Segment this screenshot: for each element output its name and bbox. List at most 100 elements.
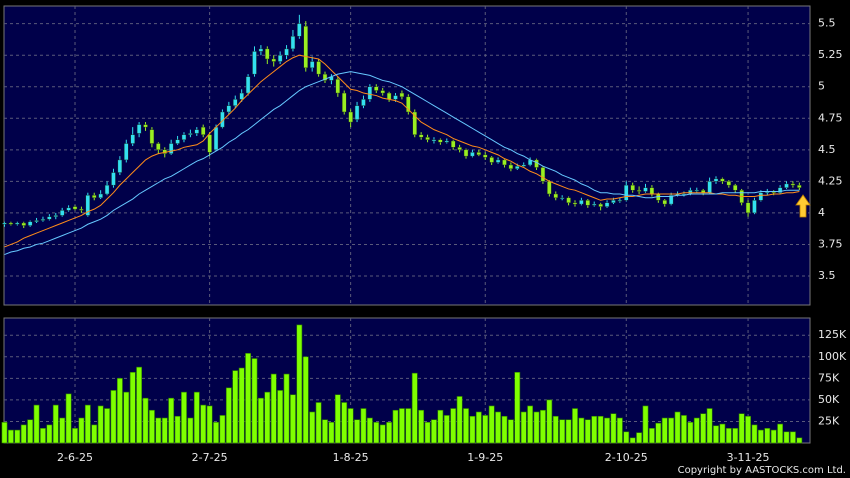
candle-body xyxy=(181,134,187,140)
candle-body xyxy=(348,111,353,123)
candle-body xyxy=(720,178,725,182)
volume-bar xyxy=(129,372,136,444)
candle-body xyxy=(79,208,84,211)
volume-bar xyxy=(431,419,437,444)
volume-bar xyxy=(379,424,386,444)
volume-bar xyxy=(719,423,726,444)
candle-body xyxy=(483,154,488,158)
volume-bar xyxy=(213,422,219,444)
candle-body xyxy=(66,207,71,211)
volume-bar xyxy=(341,402,348,444)
candle-body xyxy=(130,134,135,144)
volume-bar xyxy=(661,417,668,444)
volume-bar xyxy=(354,419,360,444)
volume-bar xyxy=(110,390,117,444)
candle-body xyxy=(431,139,437,142)
candle-body xyxy=(508,164,514,169)
candle-body xyxy=(444,140,449,143)
volume-bar xyxy=(751,424,758,444)
candle-body xyxy=(547,181,552,195)
volume-bar xyxy=(578,417,585,444)
candle-body xyxy=(149,129,155,144)
candle-body xyxy=(463,149,469,157)
candle-body xyxy=(59,210,65,216)
volume-bar xyxy=(91,424,98,444)
candle-body xyxy=(617,200,623,202)
volume-bar xyxy=(777,423,784,444)
candle-body xyxy=(354,105,360,120)
volume-bar xyxy=(399,408,405,444)
volume-bar xyxy=(418,409,425,444)
candle-body xyxy=(233,99,238,106)
candle-body xyxy=(8,222,14,225)
volume-bar xyxy=(437,409,444,444)
candle-body xyxy=(457,147,462,151)
volume-bar xyxy=(97,405,104,444)
volume-bar xyxy=(764,428,771,444)
volume-bar xyxy=(514,372,521,444)
candle-body xyxy=(156,143,161,151)
volume-bar xyxy=(597,415,604,444)
candle-body xyxy=(284,48,289,56)
volume-bar xyxy=(495,411,501,444)
candle-body xyxy=(726,181,732,186)
volume-bar xyxy=(123,391,130,444)
marks xyxy=(1,14,803,444)
y-tick-label: 4.75 xyxy=(818,111,843,124)
candle-body xyxy=(579,200,584,205)
copyright: Copyright by AASTOCKS.com Ltd. xyxy=(678,465,846,476)
volume-bar xyxy=(674,411,681,444)
volume-bar xyxy=(687,422,694,444)
x-tick-label: 2-10-25 xyxy=(605,451,648,464)
y-tick-label: 50K xyxy=(818,393,840,406)
y-tick-label: 5 xyxy=(818,80,825,93)
volume-bar xyxy=(1,422,8,444)
volume-bar xyxy=(475,411,482,444)
volume-bar xyxy=(347,408,354,444)
candle-body xyxy=(85,195,91,216)
volume-bar xyxy=(200,404,207,444)
volume-bar xyxy=(366,417,373,444)
volume-bar xyxy=(309,411,316,444)
candle-body xyxy=(226,105,232,113)
volume-bar xyxy=(245,353,251,444)
volume-bar xyxy=(257,397,264,444)
volume-bar xyxy=(783,431,790,444)
volume-bar xyxy=(116,378,123,444)
candle-body xyxy=(758,192,764,201)
volume-bar xyxy=(604,417,610,444)
volume-bar xyxy=(790,431,796,444)
y-tick-label: 25K xyxy=(818,414,840,427)
candle-body xyxy=(502,159,507,166)
candle-body xyxy=(624,184,629,201)
x-tick-label: 2-7-25 xyxy=(192,451,228,464)
volume-bar xyxy=(328,422,335,444)
volume-bar xyxy=(392,409,399,444)
candle-body xyxy=(239,92,244,100)
volume-bar xyxy=(264,391,271,444)
volume-bar xyxy=(27,419,34,444)
candle-body xyxy=(572,202,578,205)
y-tick-label: 4.5 xyxy=(818,143,836,156)
candle-body xyxy=(515,166,520,169)
volume-bar xyxy=(591,415,598,444)
candle-body xyxy=(258,48,264,52)
candle-body xyxy=(194,129,200,134)
labels: 3.5 3.75 4 4.25 4.5 4.75 5 5.25 5.5 25K 50K 75K 100K… xyxy=(57,17,847,464)
volume-bar xyxy=(424,422,431,444)
volume-bar xyxy=(238,367,245,444)
volume-bar xyxy=(488,405,495,444)
volume-bar xyxy=(104,408,110,444)
candle-body xyxy=(213,126,219,151)
candle-body xyxy=(367,86,373,100)
volume-bar xyxy=(232,370,239,444)
volume-bar xyxy=(552,415,559,444)
candle-body xyxy=(374,86,379,91)
candle-body xyxy=(598,203,603,207)
volume-bar xyxy=(65,393,72,444)
volume-bar xyxy=(193,391,200,444)
volume-bar xyxy=(302,356,309,444)
candle-body xyxy=(303,25,308,69)
volume-bar xyxy=(642,405,649,444)
